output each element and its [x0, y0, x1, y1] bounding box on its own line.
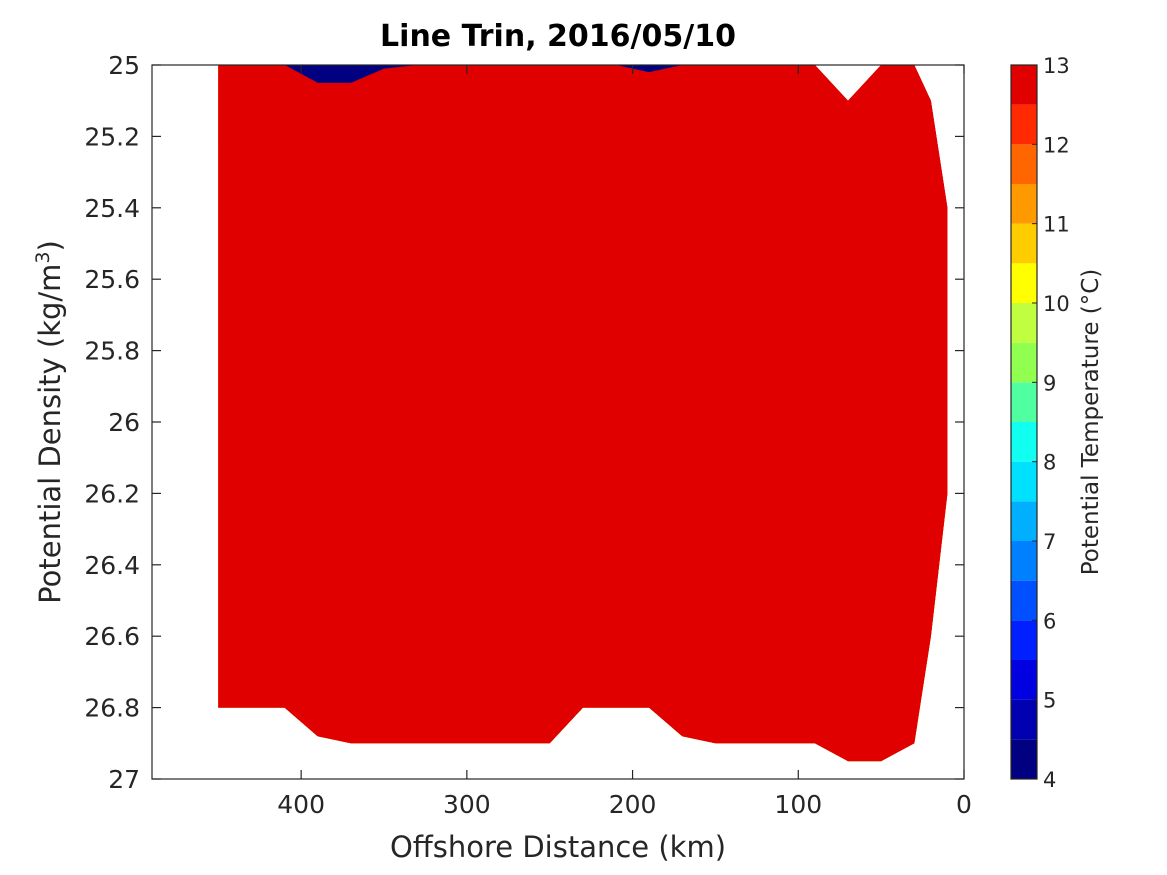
colorbar-ticks: 4 5 6 7 8 9 10 11 12 13 — [1032, 54, 1070, 792]
colorbar-tick-label: 7 — [1043, 530, 1056, 554]
colorbar-swatch — [1011, 104, 1037, 145]
contour-fills — [218, 65, 948, 762]
colorbar-tick-label: 9 — [1043, 371, 1056, 395]
chart-title: Line Trin, 2016/05/10 — [380, 19, 736, 54]
y-tick-label: 26 — [108, 408, 140, 437]
colorbar-swatch — [1011, 263, 1037, 303]
y-tick-label: 25 — [108, 51, 140, 80]
colorbar-swatch — [1011, 501, 1037, 541]
colorbar-tick-label: 11 — [1043, 213, 1070, 237]
y-tick-label: 25.2 — [84, 122, 140, 151]
x-tick-label: 100 — [774, 790, 822, 819]
colorbar-swatch — [1011, 144, 1037, 184]
colorbar-swatch — [1011, 580, 1037, 621]
contour-band-12-5 — [218, 65, 948, 762]
colorbar-tick-label: 12 — [1043, 133, 1070, 157]
colorbar-swatch — [1011, 739, 1037, 779]
x-tick-label: 0 — [956, 790, 972, 819]
x-axis-label: Offshore Distance (km) — [390, 830, 726, 864]
y-tick-label: 25.8 — [84, 337, 140, 366]
y-tick-label: 26.6 — [84, 622, 140, 651]
colorbar-swatches — [1011, 65, 1037, 779]
colorbar-swatch — [1011, 422, 1037, 462]
colorbar-swatch — [1011, 342, 1037, 383]
colorbar-tick-label: 13 — [1043, 54, 1070, 78]
y-tick-label: 25.6 — [84, 265, 140, 294]
y-tick-label: 26.2 — [84, 479, 140, 508]
colorbar-tick-label: 6 — [1043, 609, 1056, 633]
colorbar-swatch — [1011, 620, 1037, 660]
y-axis-label: Potential Density (kg/m3) — [32, 240, 67, 604]
y-tick-label: 25.4 — [84, 194, 140, 223]
colorbar-tick-label: 5 — [1043, 689, 1056, 713]
colorbar-swatch — [1011, 303, 1037, 343]
colorbar-swatch — [1011, 461, 1037, 502]
y-axis-label-close: ) — [33, 240, 67, 251]
colorbar-swatch — [1011, 699, 1037, 740]
colorbar-swatch — [1011, 223, 1037, 264]
colorbar-swatch — [1011, 660, 1037, 700]
colorbar-tick-label: 8 — [1043, 451, 1056, 475]
x-tick-label: 400 — [277, 790, 325, 819]
colorbar-label: Potential Temperature (°C) — [1078, 269, 1104, 576]
colorbar-tick-label: 10 — [1043, 292, 1070, 316]
colorbar: 4 5 6 7 8 9 10 11 12 13 Potential Temperature (°C… — [1010, 54, 1104, 792]
plot-area — [151, 64, 965, 780]
y-tick-label: 26.8 — [84, 694, 140, 723]
y-tick-label: 26.4 — [84, 551, 140, 580]
colorbar-frame — [1010, 64, 1038, 780]
colorbar-swatch — [1011, 541, 1037, 581]
colorbar-swatch — [1011, 184, 1037, 224]
colorbar-swatch — [1011, 382, 1037, 422]
y-axis-ticks: 25 25.2 25.4 25.6 25.8 26 26.2 26.4 26.6 26.8 27 — [84, 51, 964, 794]
colorbar-tick-label: 4 — [1043, 768, 1056, 792]
y-axis-label-main: Potential Density (kg/m — [33, 264, 67, 604]
x-tick-label: 200 — [609, 790, 657, 819]
x-tick-label: 300 — [443, 790, 491, 819]
colorbar-swatch — [1011, 65, 1037, 105]
y-axis-label-superscript: 3 — [32, 251, 54, 263]
y-tick-label: 27 — [108, 765, 140, 794]
x-axis-ticks: 400 300 200 100 0 — [277, 65, 972, 819]
